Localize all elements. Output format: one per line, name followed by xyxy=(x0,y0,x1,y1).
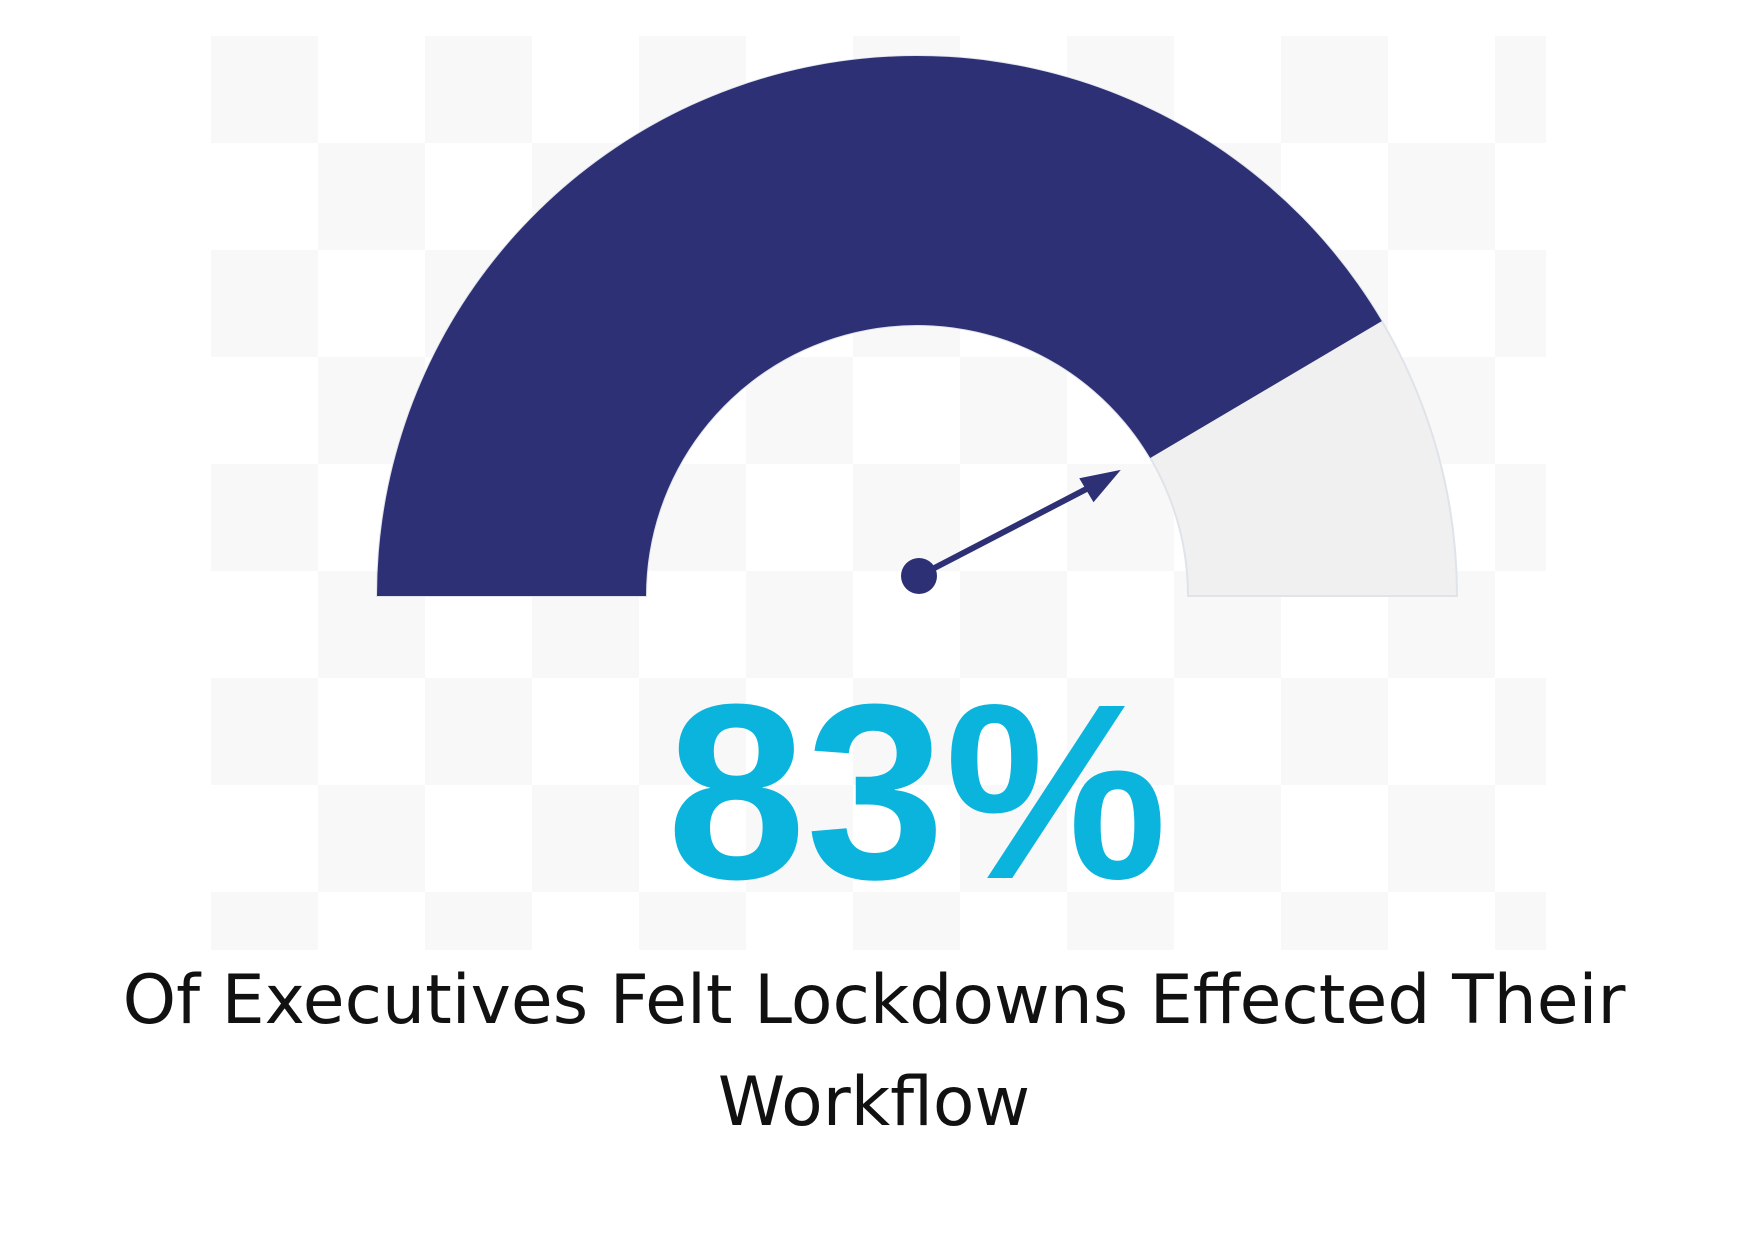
caption: Of Executives Felt Lockdowns Effected Th… xyxy=(122,961,1626,1142)
needle xyxy=(917,477,1105,579)
needle-head xyxy=(1079,469,1121,503)
value-label: 83% xyxy=(667,652,1167,931)
gauge-value xyxy=(377,56,1382,597)
needle-hub xyxy=(901,558,937,594)
gauge xyxy=(375,55,1459,597)
